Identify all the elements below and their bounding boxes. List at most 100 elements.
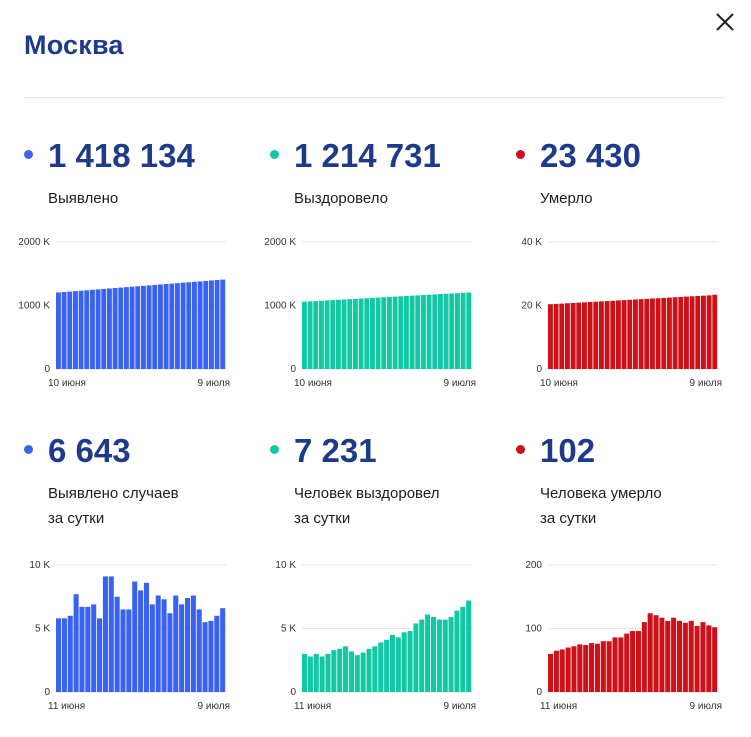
chart-bar — [84, 290, 90, 369]
bar-chart: 0 100 200 11 июня 9 июля — [525, 560, 722, 712]
chart-bar — [358, 298, 364, 369]
chart-bar — [192, 281, 197, 369]
chart-bar — [302, 301, 307, 369]
chart-bar — [548, 304, 553, 369]
stat-label-line: Умерло — [540, 190, 593, 207]
x-tick-label-start: 10 июня — [540, 378, 578, 389]
chart-bar — [203, 280, 209, 369]
chart-bar — [426, 294, 432, 369]
y-tick-label: 0 — [536, 364, 542, 375]
x-tick-label-end: 9 июля — [444, 378, 476, 389]
status-dot — [270, 150, 279, 159]
chart-bar — [436, 619, 442, 692]
y-tick-label: 5 K — [281, 624, 296, 635]
chart-bar — [635, 631, 641, 692]
chart-bar — [364, 298, 370, 369]
stat-card: 1 214 731 Выздоровело 0 1000 K 2000 K 10 июня… — [264, 137, 500, 440]
chart-bar — [392, 296, 398, 369]
chart-bar — [415, 295, 421, 369]
close-icon[interactable] — [712, 9, 738, 35]
chart-bar — [108, 576, 114, 692]
chart-bar — [633, 299, 638, 369]
chart-bar — [202, 622, 208, 692]
status-dot — [516, 445, 525, 454]
chart-bar — [589, 643, 595, 692]
chart-bar — [163, 284, 169, 369]
chart-bar — [107, 288, 112, 369]
chart-bar — [701, 295, 706, 369]
x-tick-label-start: 11 июня — [294, 701, 331, 712]
chart-bar — [599, 301, 604, 369]
chart-bar — [618, 637, 624, 692]
status-dot — [270, 445, 279, 454]
chart-bar — [594, 643, 600, 692]
bar-chart: 0 1000 K 2000 K 10 июня 9 июля — [18, 237, 230, 389]
stat-card: 7 231 Человек выздоровел за сутки 0 5 K 10 K 1… — [270, 432, 500, 735]
chart-bar — [449, 293, 455, 369]
y-tick-label: 20 K — [521, 301, 542, 312]
chart-bar — [577, 644, 583, 693]
chart-bar — [612, 637, 618, 692]
chart-bar — [621, 300, 627, 369]
chart-bar — [438, 294, 443, 369]
chart-bar — [583, 645, 589, 692]
stat-label: Выявлено случаев за сутки — [48, 481, 179, 531]
chart-bar — [124, 287, 129, 369]
chart-bar — [102, 576, 108, 692]
chart-bar — [302, 653, 308, 692]
chart-bar — [360, 652, 366, 692]
chart-bar — [653, 615, 659, 692]
chart-bar — [706, 625, 712, 692]
chart-bar — [190, 595, 196, 692]
y-tick-label: 2000 K — [264, 237, 296, 248]
x-tick-label-end: 9 июля — [198, 378, 230, 389]
chart-bar — [348, 651, 354, 692]
chart-bar — [67, 615, 73, 692]
chart-bar — [220, 608, 226, 692]
stat-card: 23 430 Умерло 0 20 K 40 K 10 июня 9 июля — [516, 137, 746, 440]
chart-bar — [395, 637, 401, 692]
chart-bar — [56, 292, 61, 369]
chart-bar — [425, 614, 431, 692]
chart-bar — [600, 641, 606, 692]
chart-bar — [644, 298, 650, 369]
chart-bar — [143, 582, 149, 692]
chart-bar — [571, 646, 577, 692]
stat-card: 102 Человека умерло за сутки 0 100 200 11 июня… — [516, 432, 746, 735]
chart-bar — [138, 590, 144, 692]
stat-label: Выздоровело — [294, 186, 388, 211]
status-dot — [24, 150, 33, 159]
chart-bar — [220, 279, 226, 369]
chart-bar — [173, 595, 179, 692]
chart-bar — [118, 287, 124, 369]
chart-bar — [604, 301, 610, 369]
bar-chart: 0 1000 K 2000 K 10 июня 9 июля — [264, 237, 476, 389]
x-tick-label-end: 9 июля — [690, 701, 722, 712]
x-tick-label-end: 9 июля — [690, 378, 722, 389]
y-tick-label: 10 K — [29, 560, 50, 571]
chart-bar — [407, 631, 413, 692]
chart-bar — [593, 301, 599, 369]
chart-bar — [650, 298, 655, 369]
chart-bar — [214, 280, 220, 369]
chart-bar — [565, 647, 571, 692]
chart-bar — [114, 596, 120, 692]
chart-bar — [430, 617, 437, 692]
chart-bar — [336, 299, 341, 369]
bar-chart: 0 5 K 10 K 11 июня 9 июля — [275, 560, 476, 712]
x-tick-label-start: 10 июня — [48, 378, 86, 389]
stat-value: 1 214 731 — [294, 137, 441, 174]
chart-bar — [616, 300, 621, 369]
chart-bar — [319, 300, 324, 369]
chart-bar — [146, 285, 152, 369]
x-tick-label-end: 9 июля — [444, 701, 476, 712]
chart-bar — [548, 653, 554, 692]
chart-bar — [712, 627, 718, 692]
chart-bar — [455, 293, 460, 369]
stat-label-line: за сутки — [294, 510, 351, 527]
chart-bar — [706, 295, 712, 369]
chart-bar — [419, 619, 425, 692]
chart-bar — [655, 298, 661, 369]
y-tick-label: 0 — [44, 687, 50, 698]
chart-bar — [186, 282, 192, 369]
